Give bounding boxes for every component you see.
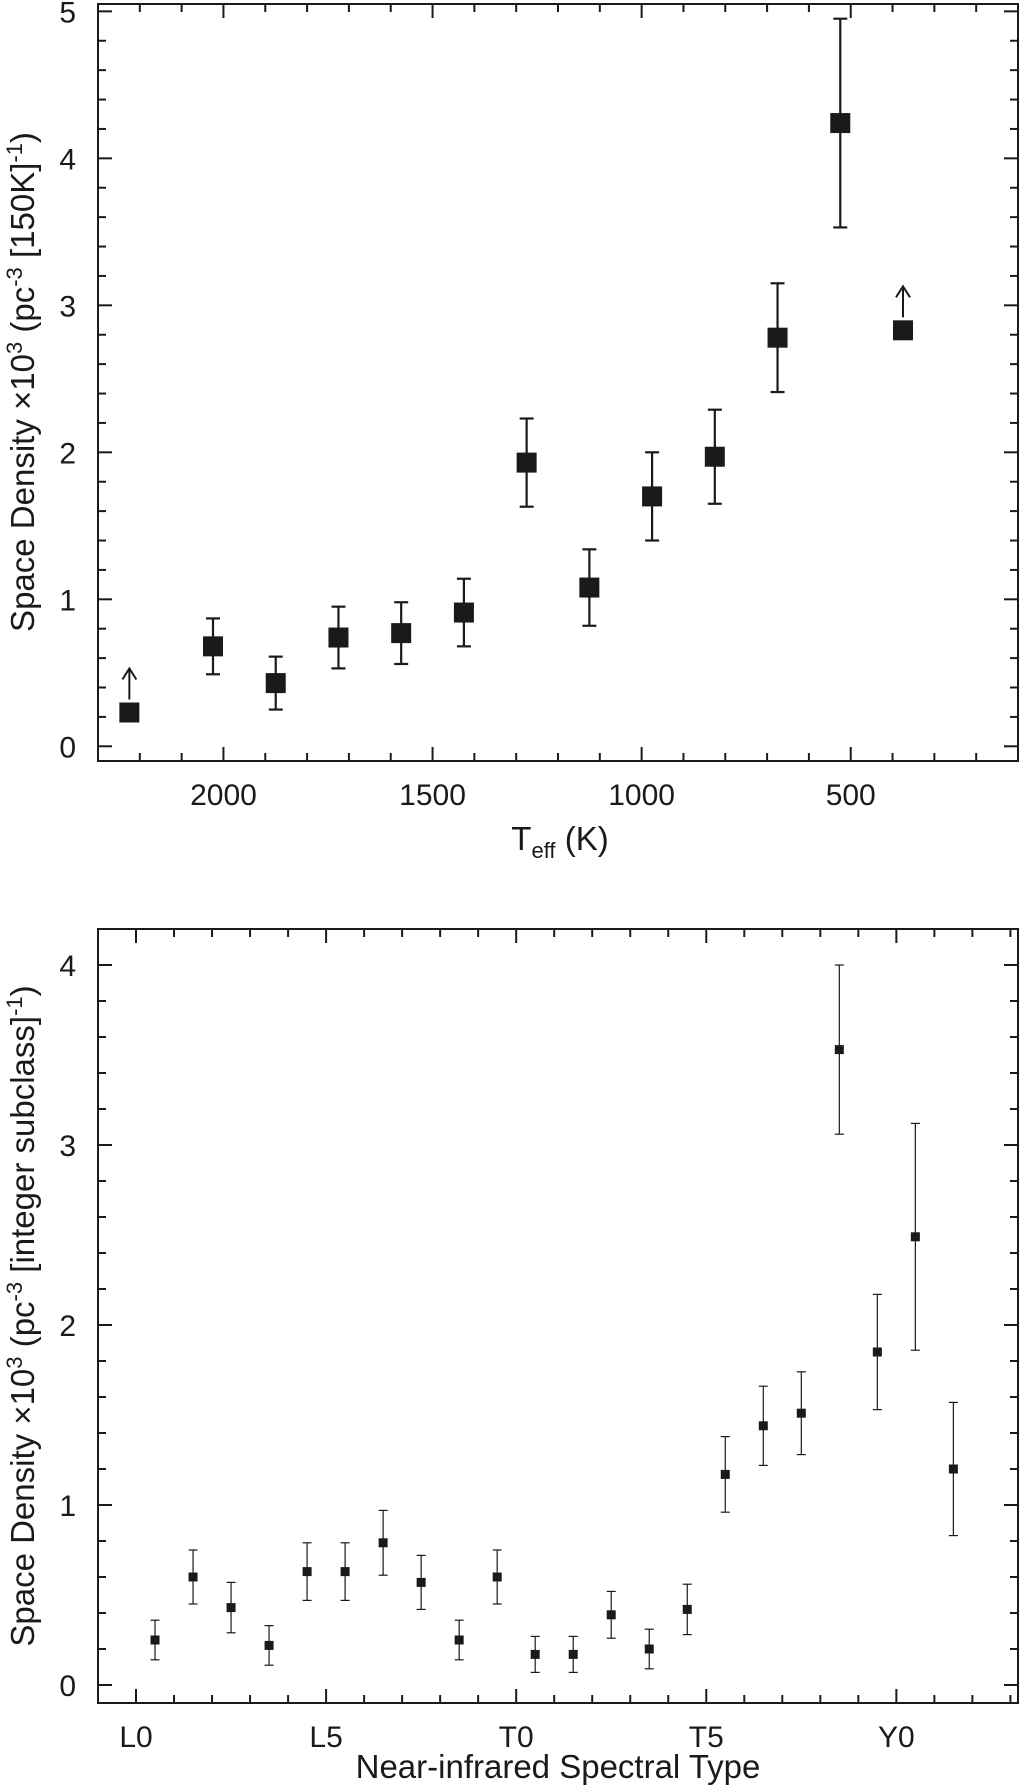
x-tick-label: Y0	[878, 1721, 915, 1754]
data-point	[453, 602, 474, 623]
y-tick-label: 4	[59, 143, 76, 176]
data-point	[454, 1635, 464, 1645]
data-point	[893, 320, 913, 341]
data-point	[188, 1572, 198, 1582]
data-point	[910, 1232, 920, 1242]
top-y-ticks: 0 1 2 3 4 5	[59, 0, 1018, 764]
x-tick-label: 500	[826, 779, 876, 812]
y-tick-label: 0	[59, 731, 76, 764]
data-point	[416, 1577, 426, 1587]
y-tick-label: 4	[59, 950, 76, 983]
data-point	[948, 1464, 958, 1474]
data-point	[872, 1347, 882, 1357]
top-y-axis-title: Space Density ×103 (pc-3 [150K]-1)	[2, 132, 41, 632]
y-tick-label: 2	[59, 437, 76, 470]
x-tick-label: 1000	[608, 779, 675, 812]
data-point	[796, 1408, 806, 1418]
data-point	[203, 636, 223, 657]
y-tick-label: 1	[59, 584, 76, 617]
data-point	[378, 1538, 388, 1548]
top-x-axis-title: Teff (K)	[511, 820, 608, 863]
data-point	[226, 1603, 236, 1613]
data-point	[568, 1649, 578, 1659]
data-point	[767, 327, 788, 348]
data-point	[340, 1567, 350, 1577]
y-tick-label: 1	[59, 1490, 76, 1523]
data-point	[758, 1421, 768, 1431]
data-point	[644, 1644, 654, 1654]
data-point	[492, 1572, 502, 1582]
lower-limit-arrowhead	[121, 666, 138, 681]
data-point	[516, 452, 537, 473]
bottom-y-ticks: 0 1 2 3 4	[59, 950, 1018, 1703]
data-point	[264, 1640, 274, 1650]
y-tick-label: 2	[59, 1310, 76, 1343]
x-tick-label: L5	[309, 1721, 342, 1754]
y-tick-label: 3	[59, 290, 76, 323]
y-tick-label: 5	[59, 0, 76, 29]
data-point	[606, 1610, 616, 1620]
data-point	[642, 486, 663, 507]
x-tick-label: T5	[689, 1721, 724, 1754]
x-tick-label: 1500	[399, 779, 466, 812]
bottom-y-axis-title: Space Density ×103 (pc-3 [integer subcla…	[2, 985, 41, 1646]
x-tick-label: L0	[119, 1721, 152, 1754]
top-panel: 2000 1500 1000 500 0 1 2 3 4 5 Teff (K) Space De…	[2, 0, 1019, 863]
data-point	[682, 1604, 692, 1614]
data-point	[834, 1045, 844, 1055]
data-point	[265, 673, 286, 694]
data-point	[720, 1469, 730, 1479]
top-x-ticks: 2000 1500 1000 500	[138, 4, 978, 812]
y-tick-label: 0	[59, 1670, 76, 1703]
bottom-x-ticks: L0 L5 T0 T5 Y0	[119, 929, 1012, 1754]
top-plot-frame	[97, 3, 1019, 762]
x-tick-label: T0	[499, 1721, 534, 1754]
bottom-x-axis-title: Near-infrared Spectral Type	[356, 1748, 761, 1785]
bottom-panel: L0 L5 T0 T5 Y0 0 1 2 3 4 Near-infrared Spectral …	[2, 928, 1019, 1785]
data-point	[579, 577, 600, 598]
data-point	[150, 1635, 160, 1645]
top-data-points	[119, 17, 913, 723]
bottom-data-points	[150, 964, 958, 1674]
bottom-plot-frame	[97, 928, 1019, 1704]
data-point	[830, 113, 851, 134]
y-tick-label: 3	[59, 1130, 76, 1163]
lower-limit-arrowhead	[895, 284, 911, 298]
data-point	[391, 623, 412, 644]
x-tick-label: 2000	[190, 779, 257, 812]
data-point	[302, 1567, 312, 1577]
data-point	[530, 1649, 540, 1659]
data-point	[119, 702, 140, 723]
data-point	[704, 446, 725, 467]
data-point	[328, 627, 349, 648]
